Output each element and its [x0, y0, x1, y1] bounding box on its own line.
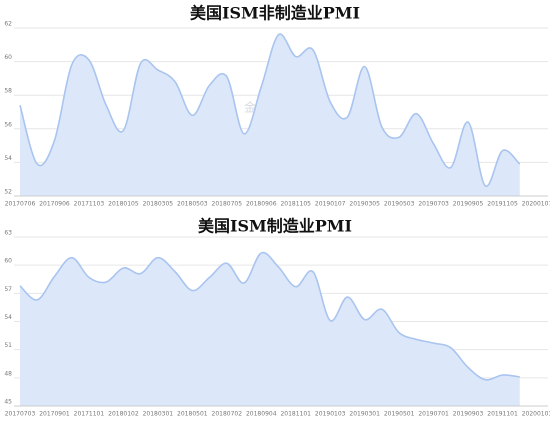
x-tick-label: 20190503: [384, 201, 415, 208]
x-tick-label: 20190103: [315, 411, 346, 418]
x-tick-label: 20180702: [212, 411, 243, 418]
y-tick-label: 51: [4, 342, 12, 349]
x-tick-label: 20181101: [280, 411, 311, 418]
x-tick-label: 20190903: [453, 411, 484, 418]
line: [19, 251, 520, 381]
x-tick-label: 20190905: [453, 201, 484, 208]
x-tick-label: 20170703: [5, 411, 36, 418]
y-tick-label: 63: [4, 230, 12, 237]
y-tick-label: 52: [4, 189, 12, 196]
y-tick-label: 60: [4, 54, 12, 61]
chart-title: 美国ISM非制造业PMI: [190, 4, 360, 23]
x-tick-label: 20190305: [349, 201, 380, 208]
chart-title: 美国ISM制造业PMI: [198, 217, 352, 236]
y-tick-label: 56: [4, 121, 12, 128]
x-tick-label: 20190501: [384, 411, 415, 418]
y-tick-label: 45: [4, 399, 12, 406]
x-tick-label: 20180705: [212, 201, 243, 208]
x-tick-label: 20191101: [487, 411, 518, 418]
y-tick-label: 58: [4, 88, 12, 95]
x-tick-label: 20180102: [108, 411, 139, 418]
y-tick-label: 57: [4, 286, 12, 293]
x-tick-label: 20200107: [522, 201, 550, 208]
area-fill: [20, 34, 520, 196]
x-tick-label: 20190301: [349, 411, 380, 418]
x-tick-label: 20181105: [280, 201, 311, 208]
y-tick-label: 54: [4, 155, 12, 162]
x-tick-label: 20170901: [39, 411, 70, 418]
line: [19, 33, 521, 187]
x-tick-label: 20171101: [74, 411, 105, 418]
x-tick-label: 20180906: [246, 201, 277, 208]
x-tick-label: 20171103: [74, 201, 105, 208]
y-tick-label: 60: [4, 258, 12, 265]
x-tick-label: 20180904: [246, 411, 277, 418]
x-tick-label: 20191105: [487, 201, 518, 208]
x-tick-label: 20190107: [315, 201, 346, 208]
x-tick-label: 20190703: [418, 201, 449, 208]
x-tick-label: 20180105: [108, 201, 139, 208]
y-tick-label: 54: [4, 314, 12, 321]
x-tick-label: 20180503: [177, 201, 208, 208]
x-tick-label: 20180305: [143, 201, 174, 208]
area-fill: [20, 252, 520, 406]
x-tick-label: 20170706: [5, 201, 36, 208]
x-tick-label: 20190701: [418, 411, 449, 418]
x-tick-label: 20170906: [39, 201, 70, 208]
x-tick-label: 20180501: [177, 411, 208, 418]
x-tick-label: 20200103: [522, 411, 550, 418]
y-tick-label: 48: [4, 370, 12, 377]
y-tick-label: 62: [4, 21, 12, 28]
x-tick-label: 20180301: [143, 411, 174, 418]
